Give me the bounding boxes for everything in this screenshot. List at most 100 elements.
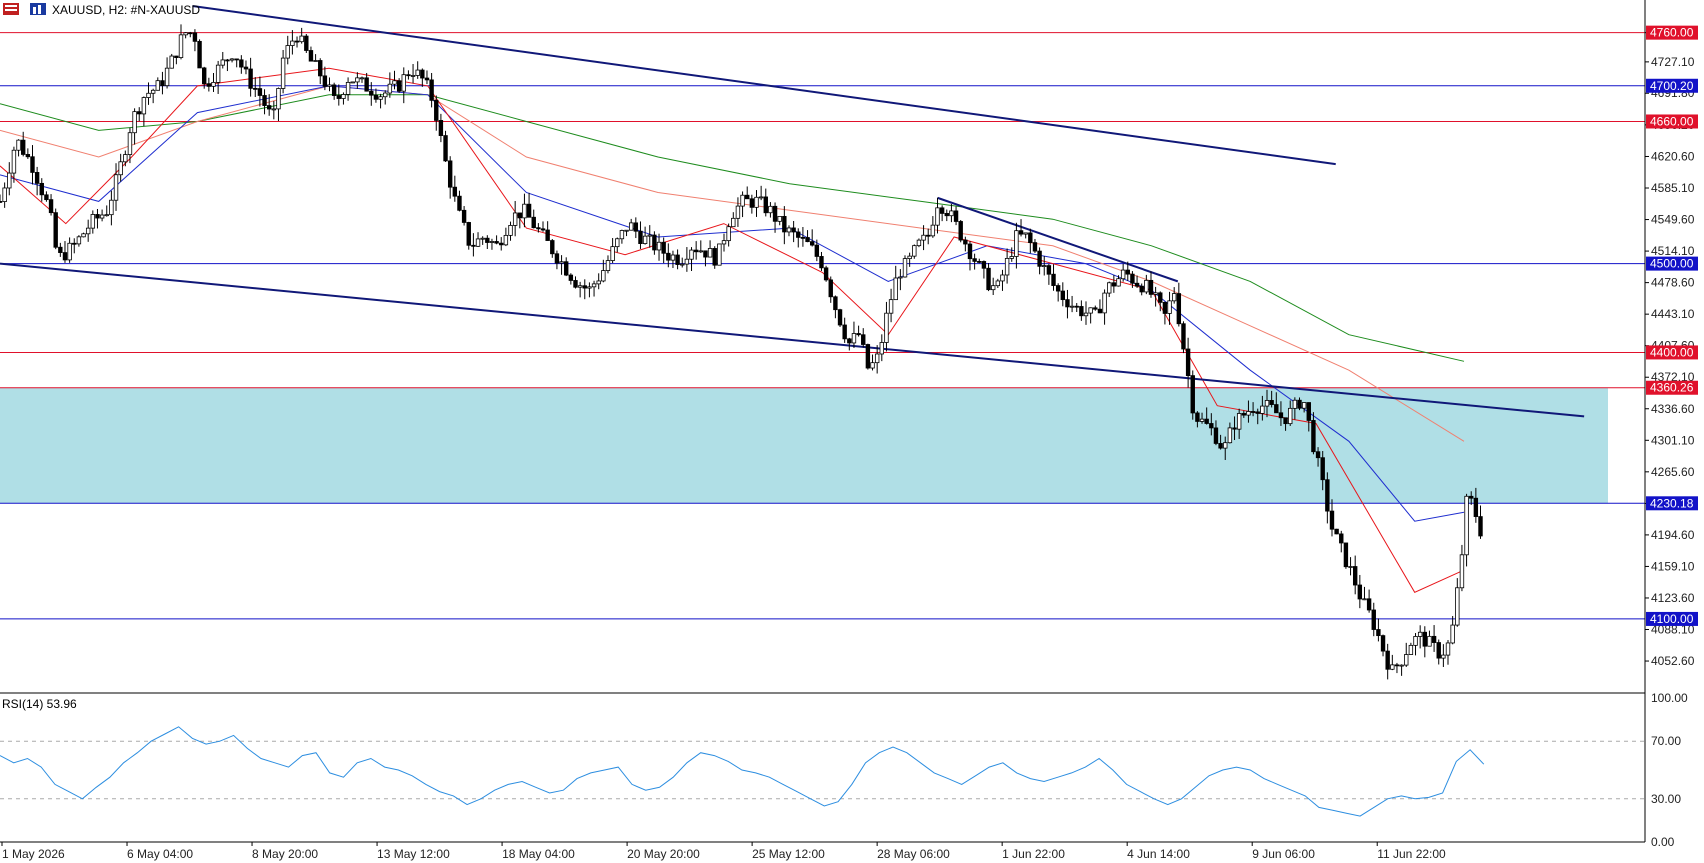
candle [72, 238, 77, 254]
candle [693, 241, 699, 260]
candle [276, 87, 281, 122]
bear-candle-body [805, 237, 810, 243]
rsi-label: RSI(14) 53.96 [2, 697, 77, 711]
candle [1260, 395, 1265, 421]
candle [526, 192, 532, 218]
level-price-label: 4400.00 [1650, 345, 1694, 359]
bear-candle-body [429, 79, 434, 101]
bull-candle-body [350, 81, 355, 84]
y-tick-label: 4052.60 [1651, 654, 1695, 668]
candle [856, 325, 861, 337]
app-menu-icon-line [5, 9, 17, 11]
bear-candle-body [865, 344, 871, 369]
y-tick-label: 4194.60 [1651, 528, 1695, 542]
candle [1204, 407, 1209, 425]
bear-candle-body [369, 90, 374, 96]
candle [550, 239, 555, 258]
bear-candle-body [266, 105, 272, 110]
bear-candle-body [763, 196, 768, 214]
bear-candle-body [34, 172, 40, 184]
candle [1032, 238, 1038, 254]
candle [132, 108, 137, 145]
bull-candle-body [1362, 598, 1367, 601]
candle [118, 153, 123, 182]
candle [280, 49, 286, 94]
candle [1153, 286, 1158, 307]
candle [1093, 305, 1098, 311]
bull-candle-body [109, 199, 114, 216]
level-price-badge [1646, 380, 1698, 395]
bear-candle-body [1213, 427, 1219, 444]
bear-candle-body [1366, 598, 1372, 611]
bull-candle-body [280, 57, 286, 89]
bull-candle-body [1088, 307, 1093, 314]
candle [202, 66, 207, 89]
bear-candle-body [1343, 542, 1349, 568]
candle [564, 257, 569, 277]
bull-candle-body [410, 75, 416, 77]
candle [85, 219, 91, 242]
bear-candle-body [1079, 306, 1084, 317]
candle [1125, 261, 1130, 281]
candle [434, 95, 439, 131]
bear-candle-body [466, 222, 471, 246]
ema_fast-line [0, 67, 1465, 593]
candle [1339, 530, 1344, 553]
bear-candle-body [336, 95, 341, 99]
bear-candle-body [814, 244, 820, 257]
x-tick-label: 1 May 2026 [2, 847, 65, 861]
bull-candle-body [127, 132, 133, 155]
bear-candle-body [1018, 230, 1024, 235]
candle [67, 237, 72, 263]
bear-candle-body [981, 261, 987, 269]
bear-candle-body [1111, 282, 1117, 287]
bull-candle-body [1459, 554, 1465, 589]
bull-candle-body [229, 58, 235, 61]
candle [735, 197, 741, 227]
bull-candle-body [11, 149, 17, 174]
bear-candle-body [540, 228, 546, 231]
bull-candle-body [113, 174, 119, 201]
candle [573, 276, 578, 289]
bear-candle-body [1283, 417, 1288, 425]
bear-candle-body [485, 237, 490, 243]
candle [958, 220, 963, 243]
bull-candle-body [16, 139, 21, 151]
candle [215, 60, 221, 94]
candle [726, 223, 731, 247]
candle [443, 130, 448, 162]
bull-candle-body [285, 45, 290, 59]
candle [39, 178, 44, 202]
candle [322, 66, 328, 91]
bear-candle-body [837, 309, 843, 326]
candle [1074, 303, 1079, 313]
candle [1218, 434, 1223, 450]
candle [823, 265, 829, 282]
candle [1278, 401, 1284, 426]
candle [949, 204, 954, 223]
candle [81, 232, 86, 238]
bear-candle-body [447, 160, 453, 188]
candle [350, 81, 355, 84]
candle [211, 72, 216, 92]
bear-candle-body [1028, 232, 1033, 243]
candle [1181, 321, 1186, 354]
candle [1478, 505, 1483, 539]
candle [1004, 248, 1010, 284]
bull-candle-body [1107, 282, 1112, 294]
bear-candle-body [847, 338, 852, 344]
candle [1097, 299, 1103, 314]
bear-candle-body [1250, 411, 1256, 413]
bull-candle-body [141, 97, 147, 115]
candle [248, 57, 253, 97]
app-menu-icon-line [5, 5, 17, 7]
candle [786, 225, 792, 237]
candle [0, 194, 3, 204]
bull-candle-body [215, 64, 221, 83]
candle [1139, 283, 1144, 296]
candle [740, 191, 745, 218]
candle [921, 225, 926, 251]
candle [304, 33, 309, 53]
